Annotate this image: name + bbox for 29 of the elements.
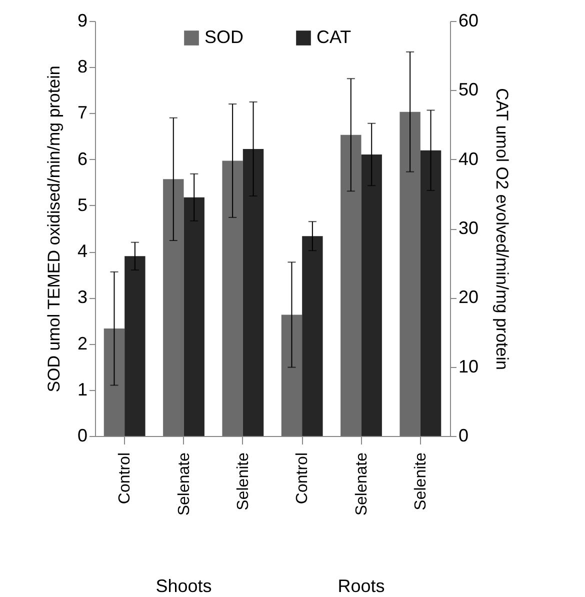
y-tick-label: 5 — [77, 194, 88, 215]
y-tick-label: 2 — [77, 333, 88, 354]
text: Roots — [338, 576, 385, 596]
text: Shoots — [156, 576, 212, 596]
legend-label: CAT — [316, 27, 352, 47]
y2-tick-label: 60 — [458, 10, 479, 30]
x-tick-label: Selenite — [412, 452, 430, 510]
y-tick-label: 7 — [77, 102, 88, 123]
y2-tick-label: 10 — [458, 356, 479, 376]
y2-tick-label: 20 — [458, 287, 479, 308]
x-tick-label: Selenate — [353, 452, 370, 516]
x-tick-label: Control — [294, 452, 312, 504]
y-axis-title: SOD umol TEMED oxidised/min/mg protein — [44, 66, 64, 392]
y-tick-label: 8 — [77, 56, 88, 77]
y-tick-label: 3 — [77, 287, 88, 308]
y-tick-label: 1 — [77, 379, 88, 400]
y2-tick-label: 0 — [458, 426, 469, 446]
y-tick-label: 0 — [77, 426, 88, 446]
y-tick-label: 4 — [77, 241, 88, 262]
x-tick-label: Selenate — [176, 452, 193, 516]
legend-label: SOD — [204, 27, 244, 47]
y-tick-label: 9 — [77, 10, 88, 30]
x-tick-label: Selenite — [234, 452, 252, 510]
y2-tick-label: 30 — [458, 218, 479, 238]
y2-axis-title: CAT umol O2 evolved/min/mg protein — [492, 88, 512, 370]
y-tick-label: 6 — [77, 148, 88, 169]
x-tick-label: Control — [116, 452, 134, 504]
y2-tick-label: 50 — [458, 80, 479, 100]
y2-tick-label: 40 — [458, 148, 479, 169]
